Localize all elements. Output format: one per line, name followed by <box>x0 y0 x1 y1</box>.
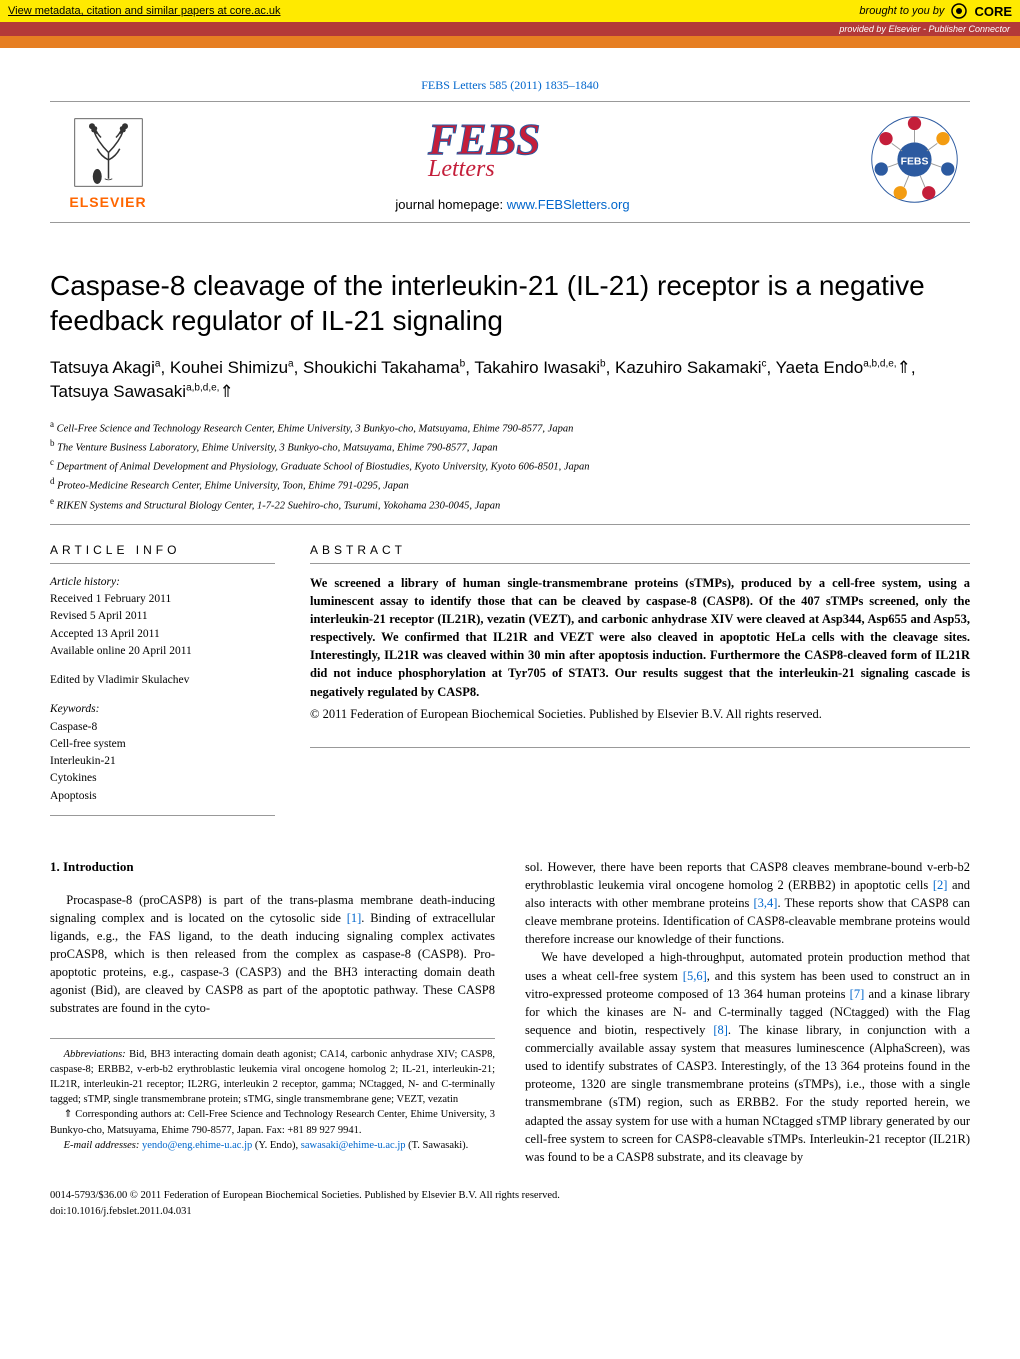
keyword: Cytokines <box>50 770 275 787</box>
febs-center: FEBS Letters journal homepage: www.FEBSl… <box>158 112 867 212</box>
keyword: Apoptosis <box>50 788 275 805</box>
abstract-body: We screened a library of human single-tr… <box>310 576 970 699</box>
citation-link[interactable]: [7] <box>850 987 865 1001</box>
affiliation-line: b The Venture Business Laboratory, Ehime… <box>50 437 970 456</box>
affiliation-line: c Department of Animal Development and P… <box>50 456 970 475</box>
history-item: Available online 20 April 2011 <box>50 643 275 660</box>
core-right: brought to you by CORE <box>859 2 1012 20</box>
citation-link[interactable]: [5,6] <box>683 969 707 983</box>
intro-heading: 1. Introduction <box>50 858 495 877</box>
abstract-text: We screened a library of human single-tr… <box>310 574 970 748</box>
elsevier-tree-icon <box>71 115 146 190</box>
history-item: Accepted 13 April 2011 <box>50 626 275 643</box>
svg-text:FEBS: FEBS <box>901 156 929 167</box>
history-block: Article history: Received 1 February 201… <box>50 574 275 660</box>
body-columns: 1. Introduction Procaspase-8 (proCASP8) … <box>50 858 970 1166</box>
email-link[interactable]: yendo@eng.ehime-u.ac.jp <box>142 1140 252 1151</box>
keyword: Cell-free system <box>50 736 275 753</box>
header-logo-row: ELSEVIER FEBS Letters journal homepage: … <box>50 101 970 223</box>
keywords-label: Keywords: <box>50 701 275 718</box>
brought-by-text: brought to you by <box>859 5 944 17</box>
intro-paragraph: Procaspase-8 (proCASP8) is part of the t… <box>50 891 495 1018</box>
history-label: Article history: <box>50 574 275 591</box>
abbreviations-footnote: Abbreviations: Bid, BH3 interacting doma… <box>50 1047 495 1108</box>
journal-reference: FEBS Letters 585 (2011) 1835–1840 <box>50 78 970 93</box>
email-link[interactable]: sawasaki@ehime-u.ac.jp <box>301 1140 406 1151</box>
footer-doi: doi:10.1016/j.febslet.2011.04.031 <box>50 1204 970 1220</box>
page-content: FEBS Letters 585 (2011) 1835–1840 ELSEVI… <box>0 48 1020 1239</box>
info-abstract-row: ARTICLE INFO Article history: Received 1… <box>50 543 970 828</box>
citation-link[interactable]: [2] <box>933 878 948 892</box>
email-label: E-mail addresses: <box>64 1140 140 1151</box>
footnotes: Abbreviations: Bid, BH3 interacting doma… <box>50 1038 495 1154</box>
history-item: Received 1 February 2011 <box>50 591 275 608</box>
febs-letters-logo: FEBS Letters <box>423 112 603 187</box>
intro-paragraph: sol. However, there have been reports th… <box>525 858 970 949</box>
intro-paragraph: We have developed a high-throughput, aut… <box>525 948 970 1166</box>
edited-by: Edited by Vladimir Skulachev <box>50 672 275 689</box>
febs-circle-logo: FEBS <box>867 112 962 212</box>
elsevier-text: ELSEVIER <box>69 194 146 210</box>
provided-by-bar: provided by Elsevier - Publisher Connect… <box>0 22 1020 36</box>
corresponding-footnote: ⇑ Corresponding authors at: Cell-Free Sc… <box>50 1107 495 1137</box>
article-info-heading: ARTICLE INFO <box>50 543 275 564</box>
abstract-heading: ABSTRACT <box>310 543 970 564</box>
authors-list: Tatsuya Akagia, Kouhei Shimizua, Shoukic… <box>50 356 970 404</box>
affiliations: a Cell-Free Science and Technology Resea… <box>50 418 970 525</box>
citation-link[interactable]: [3,4] <box>754 896 778 910</box>
citation-link[interactable]: [1] <box>347 911 362 925</box>
orange-divider-bar <box>0 36 1020 48</box>
homepage-label: journal homepage: <box>395 197 506 212</box>
keyword: Interleukin-21 <box>50 753 275 770</box>
provided-text: Elsevier - Publisher Connector <box>888 24 1010 34</box>
footer-copyright: 0014-5793/$36.00 © 2011 Federation of Eu… <box>50 1188 970 1204</box>
affiliation-line: e RIKEN Systems and Structural Biology C… <box>50 495 970 514</box>
provided-prefix: provided by <box>839 24 888 34</box>
affiliation-line: d Proteo-Medicine Research Center, Ehime… <box>50 475 970 494</box>
core-banner: View metadata, citation and similar pape… <box>0 0 1020 22</box>
page-footer: 0014-5793/$36.00 © 2011 Federation of Eu… <box>50 1188 970 1220</box>
history-item: Revised 5 April 2011 <box>50 608 275 625</box>
right-column: sol. However, there have been reports th… <box>525 858 970 1166</box>
homepage-link[interactable]: www.FEBSletters.org <box>507 197 630 212</box>
core-logo-text: CORE <box>974 4 1012 19</box>
keyword: Caspase-8 <box>50 719 275 736</box>
keywords-block: Keywords: Caspase-8 Cell-free system Int… <box>50 701 275 816</box>
journal-homepage: journal homepage: www.FEBSletters.org <box>158 197 867 212</box>
abstract-column: ABSTRACT We screened a library of human … <box>310 543 970 828</box>
left-column: 1. Introduction Procaspase-8 (proCASP8) … <box>50 858 495 1166</box>
article-info-column: ARTICLE INFO Article history: Received 1… <box>50 543 275 828</box>
abbrev-label: Abbreviations: <box>64 1049 126 1060</box>
email-who: (Y. Endo), <box>252 1140 301 1151</box>
article-title: Caspase-8 cleavage of the interleukin-21… <box>50 268 970 338</box>
core-metadata-link[interactable]: View metadata, citation and similar pape… <box>8 5 281 17</box>
affiliation-line: a Cell-Free Science and Technology Resea… <box>50 418 970 437</box>
citation-link[interactable]: [8] <box>713 1023 728 1037</box>
abstract-copyright: © 2011 Federation of European Biochemica… <box>310 705 970 723</box>
svg-text:Letters: Letters <box>427 156 495 182</box>
email-who: (T. Sawasaki). <box>406 1140 469 1151</box>
journal-reference-link[interactable]: FEBS Letters 585 (2011) 1835–1840 <box>421 78 599 92</box>
email-footnote: E-mail addresses: yendo@eng.ehime-u.ac.j… <box>50 1138 495 1153</box>
elsevier-logo[interactable]: ELSEVIER <box>58 115 158 210</box>
core-logo-icon <box>950 2 968 20</box>
